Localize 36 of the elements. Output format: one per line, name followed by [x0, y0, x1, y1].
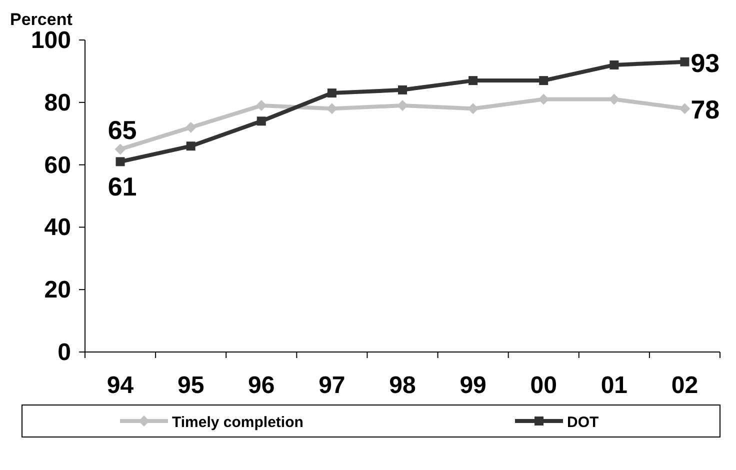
y-tick-label: 80 [44, 89, 71, 116]
y-tick-label: 0 [58, 339, 71, 366]
point [679, 103, 690, 114]
legend-label: Timely completion [172, 414, 304, 431]
x-tick-label: 02 [671, 372, 698, 399]
x-tick-label: 97 [318, 372, 346, 399]
x-tick-label: 01 [600, 372, 628, 399]
point [116, 157, 125, 166]
x-tick-label: 95 [177, 372, 204, 399]
x-tick-label: 96 [248, 372, 275, 399]
y-tick-label: 100 [30, 27, 71, 54]
point [186, 142, 196, 151]
point [185, 122, 196, 133]
point [327, 88, 336, 98]
point [114, 144, 126, 155]
y-tick-label: 20 [44, 276, 71, 304]
point [256, 100, 267, 112]
y-tick-label: 40 [44, 214, 71, 242]
data-label: 78 [690, 94, 720, 125]
x-tick-label: 00 [530, 372, 557, 399]
point [398, 85, 407, 94]
point [610, 60, 619, 70]
x-tick-label: 98 [389, 372, 416, 399]
point [256, 116, 266, 126]
y-axis-title: Percent [10, 10, 73, 29]
point [397, 100, 408, 112]
x-tick-label: 99 [460, 372, 486, 399]
data-label: 61 [108, 172, 137, 202]
x-tick-label: 94 [106, 372, 134, 399]
point [539, 76, 548, 86]
y-tick-label: 60 [44, 152, 71, 179]
point [680, 57, 690, 66]
legend-label: DOT [567, 414, 599, 431]
data-label: 65 [108, 115, 137, 146]
point [468, 76, 478, 86]
data-label: 93 [690, 48, 720, 78]
